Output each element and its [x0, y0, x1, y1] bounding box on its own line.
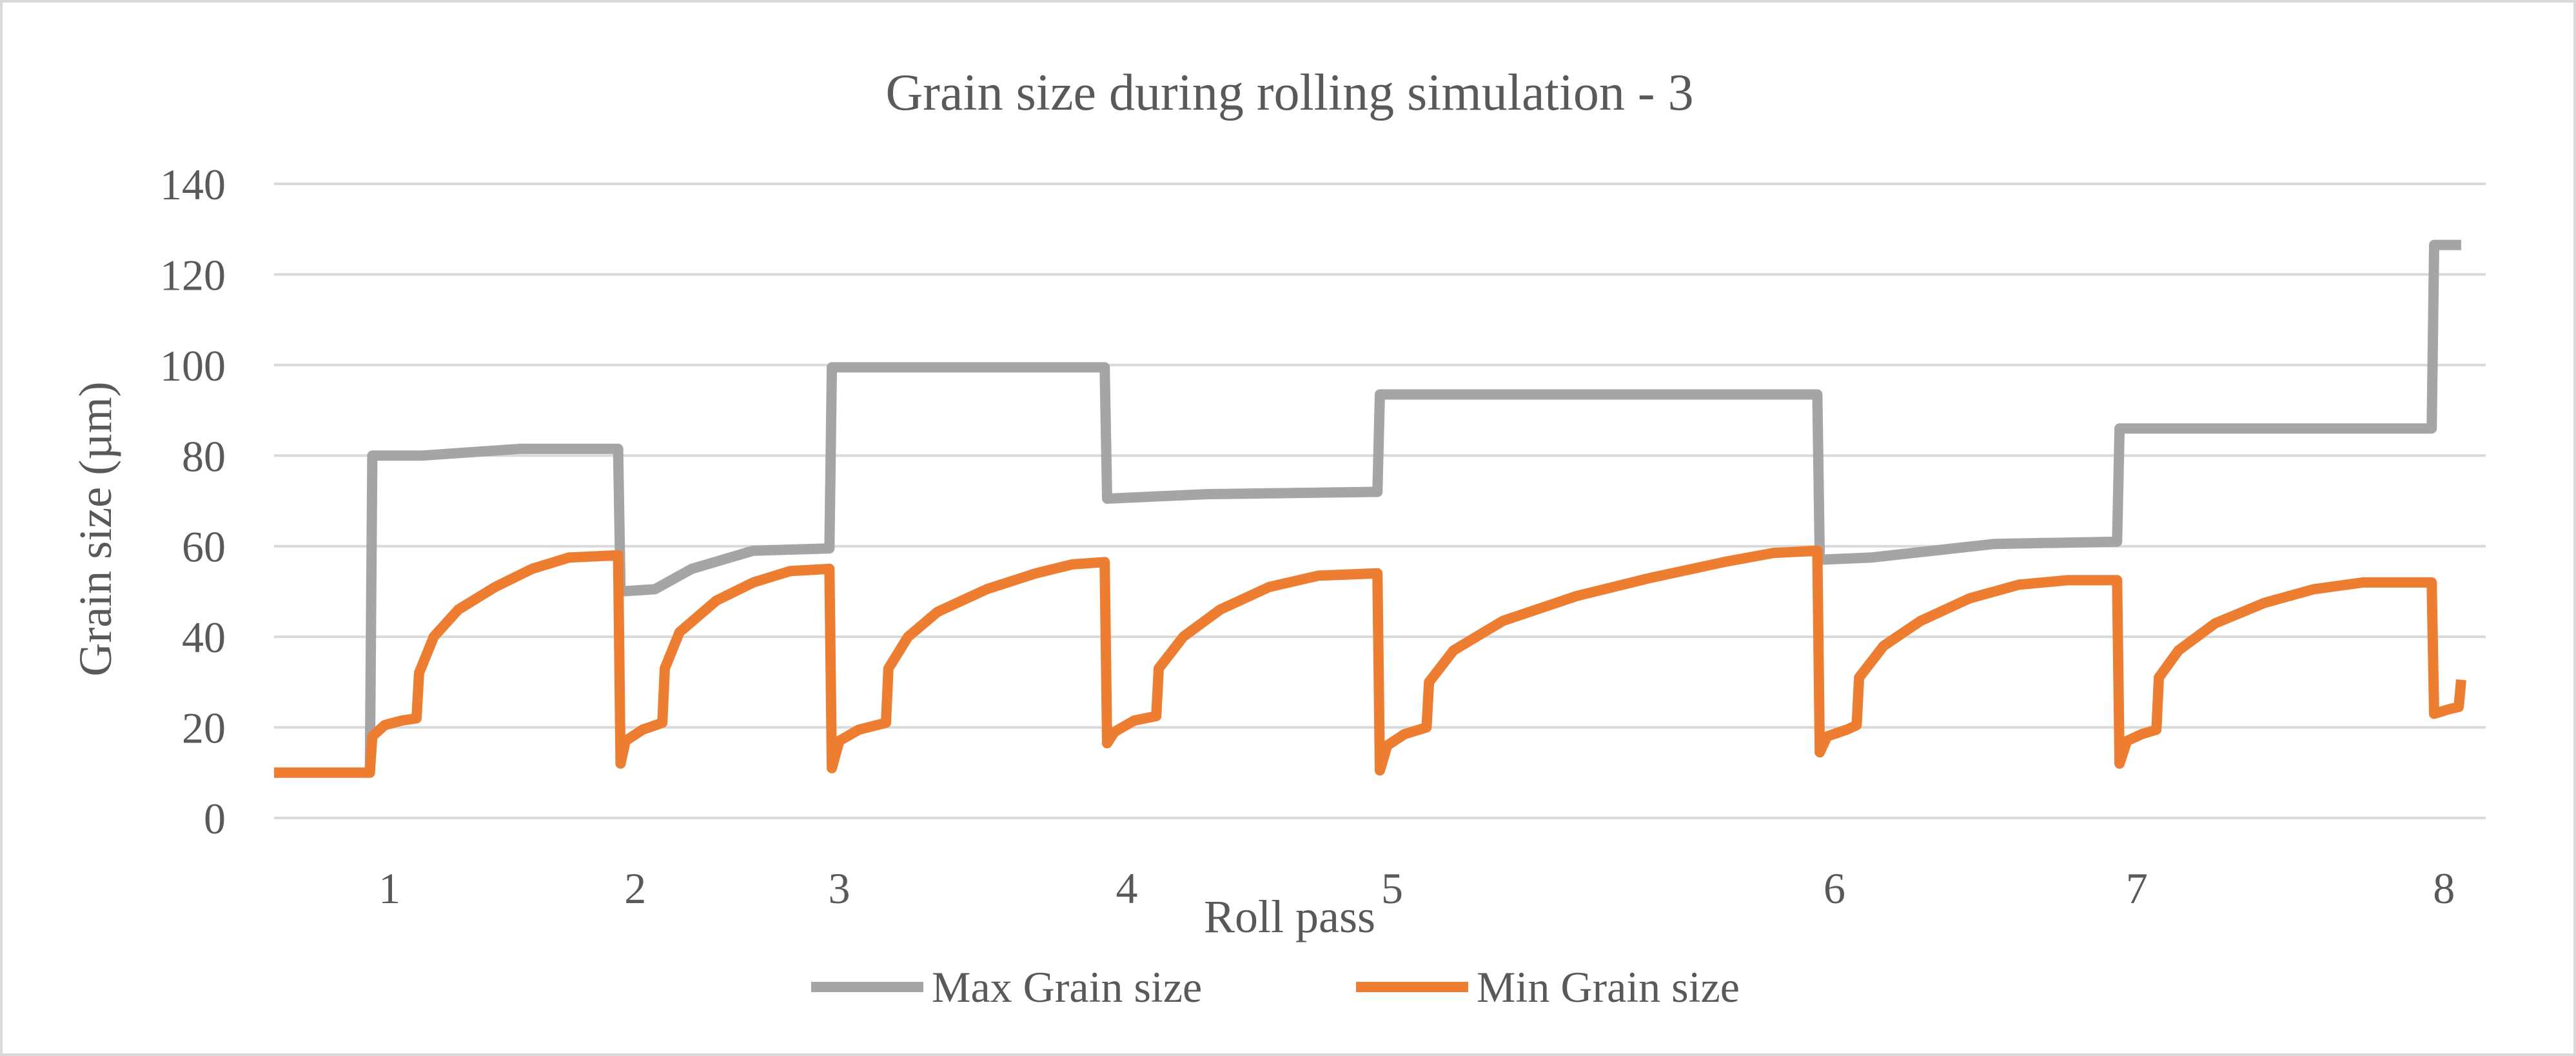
series-lines: [274, 239, 2466, 778]
x-tick-label: 7: [2126, 864, 2148, 913]
max-grain-size-line: [274, 239, 2461, 778]
x-tick-label: 2: [624, 864, 646, 913]
y-tick-label: 120: [160, 250, 226, 299]
x-tick-label: 1: [379, 864, 400, 913]
y-tick-label: 80: [182, 432, 226, 481]
y-tick-label: 100: [160, 341, 226, 390]
y-tick-label: 60: [182, 523, 226, 572]
x-tick-label: 8: [2433, 864, 2455, 913]
legend-label-max: Max Grain size: [932, 962, 1202, 1011]
chart-title: Grain size during rolling simulation - 3: [885, 65, 1693, 121]
y-tick-label: 0: [204, 794, 226, 843]
x-tick-label: 4: [1116, 864, 1137, 913]
min-grain-size-line: [274, 545, 2466, 778]
x-tick-label: 3: [829, 864, 850, 913]
y-tick-label: 40: [182, 613, 226, 662]
y-tick-labels: 0 20 40 60 80 100 120 140: [160, 160, 226, 843]
legend: Max Grain size Min Grain size: [811, 962, 1740, 1011]
x-tick-label: 5: [1381, 864, 1403, 913]
y-axis-label: Grain size (µm): [70, 381, 121, 676]
x-tick-labels: 1 2 3 4 5 6 7 8: [379, 864, 2455, 913]
legend-label-min: Min Grain size: [1477, 962, 1740, 1011]
x-tick-label: 6: [1824, 864, 1845, 913]
y-tick-label: 20: [182, 704, 226, 753]
x-axis-label: Roll pass: [1204, 891, 1375, 942]
y-tick-label: 140: [160, 160, 226, 209]
